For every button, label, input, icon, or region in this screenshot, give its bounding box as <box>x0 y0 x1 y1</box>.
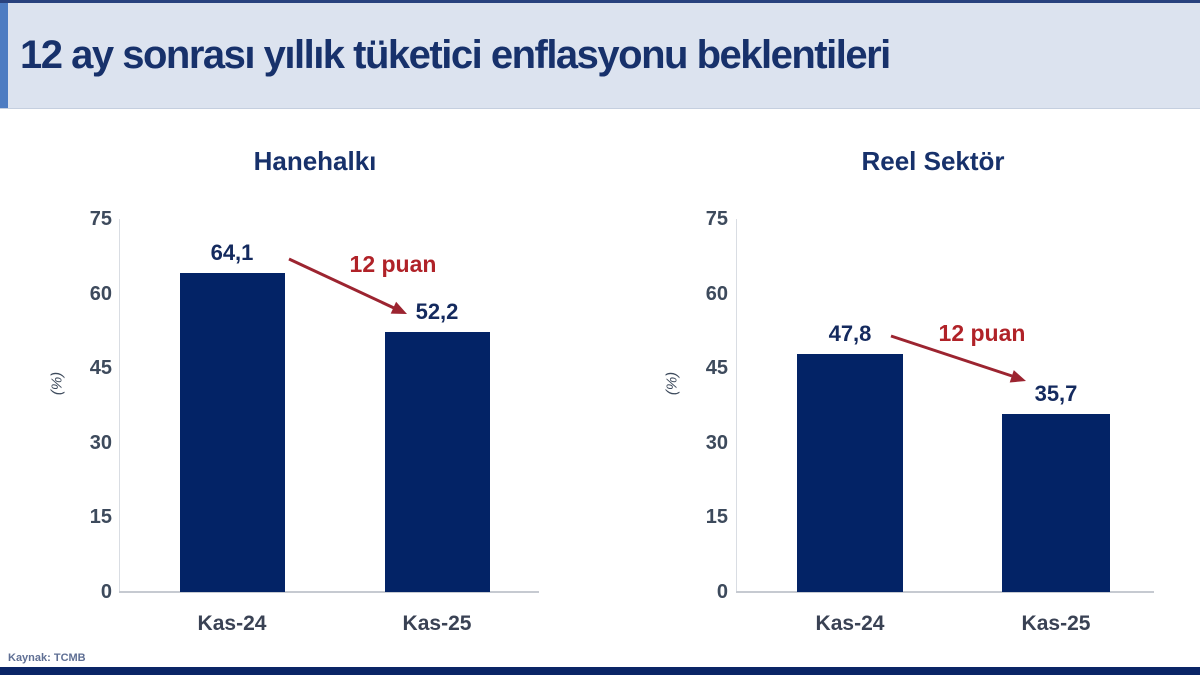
bottom-accent-bar <box>0 667 1200 675</box>
header-accent-bar <box>0 3 8 108</box>
decrease-arrow-hanehalki <box>288 257 407 314</box>
top-accent-line <box>0 0 1200 3</box>
source-note: Kaynak: TCMB <box>8 652 86 664</box>
slide-header: 12 ay sonrası yıllık tüketici enflasyonu… <box>0 3 1200 109</box>
slide-title: 12 ay sonrası yıllık tüketici enflasyonu… <box>20 33 891 77</box>
decrease-arrow-reel-sektor <box>890 334 1026 383</box>
